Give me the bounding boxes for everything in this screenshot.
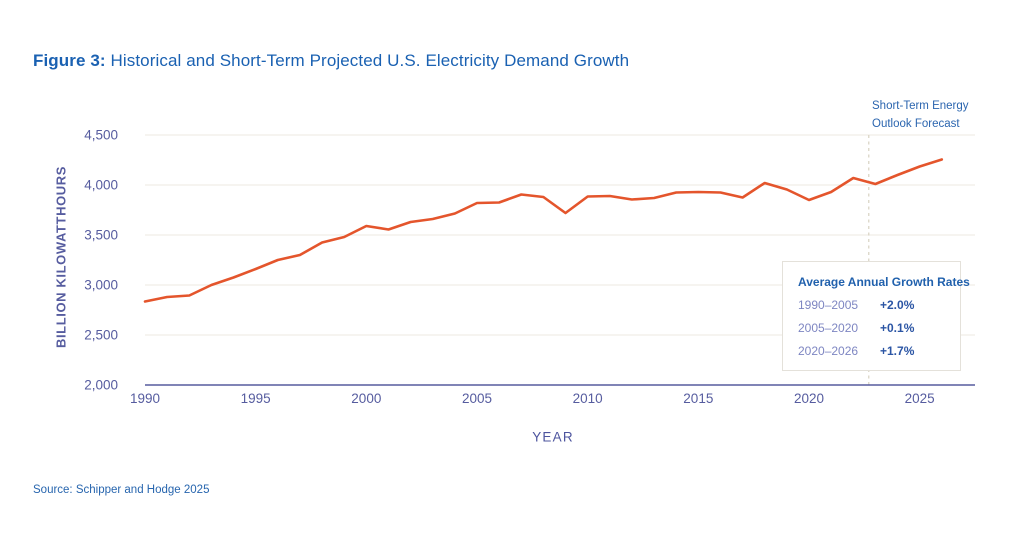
- y-tick-label: 3,500: [84, 228, 118, 243]
- x-tick-label: 2000: [351, 391, 381, 406]
- x-tick-label: 2005: [462, 391, 492, 406]
- figure-title: Figure 3: Historical and Short-Term Proj…: [33, 51, 629, 71]
- y-tick-label: 3,000: [84, 278, 118, 293]
- y-axis-title: BILLION KILOWATTHOURS: [53, 165, 69, 349]
- y-tick-label: 2,000: [84, 378, 118, 393]
- growth-rate-range: 2005–2020: [798, 321, 859, 335]
- source-note: Source: Schipper and Hodge 2025: [33, 484, 210, 496]
- x-tick-label: 2025: [905, 391, 935, 406]
- growth-rates-title: Average Annual Growth Rates: [798, 275, 970, 289]
- figure-number-label: Figure 3:: [33, 51, 106, 70]
- y-tick-label: 4,000: [84, 178, 118, 193]
- growth-rates-box: Average Annual Growth Rates 1990–2005 +2…: [782, 261, 970, 371]
- forecast-annotation: Short-Term Energy Outlook Forecast: [872, 97, 969, 133]
- forecast-annotation-line2: Outlook Forecast: [872, 118, 960, 130]
- x-tick-label: 2020: [794, 391, 824, 406]
- growth-rate-row: 1990–2005 +2.0%: [798, 298, 945, 312]
- growth-rate-range: 2020–2026: [798, 344, 859, 358]
- growth-rate-row: 2020–2026 +1.7%: [798, 344, 945, 358]
- x-tick-label: 1990: [130, 391, 160, 406]
- growth-rate-value: +0.1%: [880, 321, 915, 335]
- y-tick-label: 2,500: [84, 328, 118, 343]
- demand-line: [143, 158, 944, 303]
- y-tick-label: 4,500: [84, 128, 118, 143]
- growth-rate-value: +2.0%: [880, 298, 915, 312]
- figure-title-text: Historical and Short-Term Projected U.S.…: [105, 51, 630, 70]
- x-tick-label: 2010: [573, 391, 603, 406]
- growth-rate-row: 2005–2020 +0.1%: [798, 321, 945, 335]
- growth-rate-range: 1990–2005: [798, 298, 859, 312]
- forecast-annotation-line1: Short-Term Energy: [872, 100, 969, 112]
- growth-rate-value: +1.7%: [880, 344, 915, 358]
- x-tick-label: 2015: [683, 391, 713, 406]
- x-axis-title: YEAR: [532, 429, 574, 445]
- x-tick-label: 1995: [241, 391, 271, 406]
